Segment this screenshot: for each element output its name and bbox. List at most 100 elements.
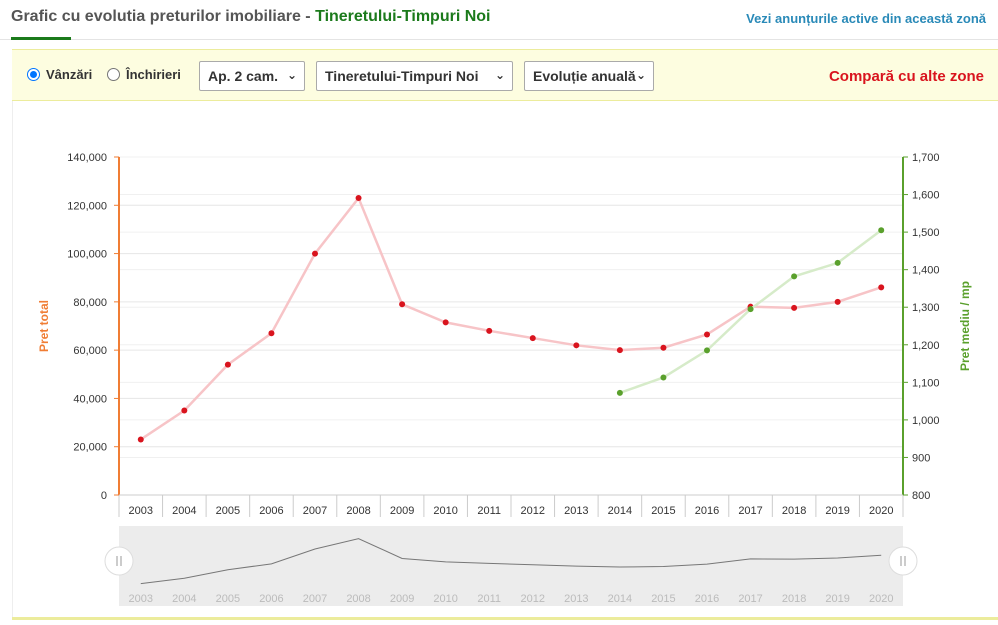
radio-sales-label: Vânzări bbox=[46, 67, 93, 82]
drag-handle-icon bbox=[888, 546, 918, 576]
series-1-point bbox=[529, 335, 536, 342]
x-tick-label: 2008 bbox=[346, 505, 370, 517]
y2-tick-label: 1,700 bbox=[912, 152, 940, 164]
y-tick-label: 20,000 bbox=[73, 442, 107, 454]
series-2-point bbox=[660, 374, 667, 381]
chevron-down-icon: ⌄ bbox=[635, 68, 646, 82]
y-axis-ticks: 0 20,000 40,000 60,000 80,000 100,000 120,000 1… bbox=[67, 152, 119, 502]
series-1-point bbox=[181, 407, 188, 414]
navigator-label: 2018 bbox=[782, 593, 806, 605]
y2-tick-label: 1,600 bbox=[912, 190, 940, 202]
x-tick-label: 2005 bbox=[216, 505, 240, 517]
x-tick-label: 2013 bbox=[564, 505, 588, 517]
series-2-point bbox=[704, 347, 710, 354]
y-tick-label: 0 bbox=[101, 490, 107, 502]
chevron-down-icon: ⌄ bbox=[286, 68, 297, 82]
series-2-point bbox=[616, 389, 623, 396]
y2-tick-label: 1,200 bbox=[912, 340, 940, 352]
page-title-prefix: Grafic cu evolutia preturilor imobiliare… bbox=[11, 8, 316, 25]
navigator-label: 2006 bbox=[259, 593, 283, 605]
y-tick-label: 120,000 bbox=[67, 200, 107, 212]
period-select[interactable]: Evoluție anuală ⌄ bbox=[524, 61, 654, 91]
series-2-point bbox=[878, 227, 885, 234]
compare-zones-link[interactable]: Compară cu alte zone bbox=[828, 68, 984, 85]
y2-tick-label: 1,100 bbox=[912, 377, 940, 389]
y2-tick-label: 1,500 bbox=[912, 227, 940, 239]
radio-rentals[interactable]: Închirieri bbox=[107, 67, 181, 82]
series-2-point bbox=[791, 273, 798, 280]
zone-select-value: Tineretului-Timpuri Noi bbox=[325, 68, 479, 84]
y-tick-label: 100,000 bbox=[67, 249, 107, 261]
bottom-border bbox=[12, 617, 998, 620]
navigator-background bbox=[119, 526, 903, 606]
radio-rentals-label: Închirieri bbox=[126, 67, 181, 82]
page-title: Grafic cu evolutia preturilor imobiliare… bbox=[11, 8, 491, 26]
range-navigator[interactable]: 2003 2004 2005 2006 2007 2008 2009 2010 2011 2012… bbox=[104, 526, 918, 606]
navigator-label: 2012 bbox=[521, 593, 545, 605]
series-1-point bbox=[660, 344, 667, 351]
x-tick-label: 2019 bbox=[825, 505, 849, 517]
filter-bar: Vânzări Închirieri Ap. 2 cam. ⌄ Tineretu… bbox=[12, 49, 998, 101]
grid-lines bbox=[119, 156, 903, 496]
x-tick-label: 2011 bbox=[477, 505, 501, 517]
period-select-value: Evoluție anuală bbox=[533, 68, 636, 84]
x-tick-label: 2004 bbox=[172, 505, 196, 517]
x-tick-label: 2012 bbox=[521, 505, 545, 517]
y2-tick-label: 1,400 bbox=[912, 265, 940, 277]
series-1-point bbox=[878, 284, 885, 291]
navigator-label: 2017 bbox=[738, 593, 762, 605]
navigator-label: 2013 bbox=[564, 593, 588, 605]
x-tick-label: 2016 bbox=[695, 505, 719, 517]
series-1-point bbox=[268, 330, 275, 337]
navigator-label: 2019 bbox=[825, 593, 849, 605]
series-1-point bbox=[312, 250, 318, 257]
navigator-label: 2016 bbox=[695, 593, 719, 605]
radio-sales-indicator[interactable] bbox=[27, 68, 40, 81]
y2-tick-label: 800 bbox=[912, 490, 930, 502]
navigator-left-handle[interactable] bbox=[104, 546, 134, 576]
zone-select[interactable]: Tineretului-Timpuri Noi ⌄ bbox=[316, 61, 513, 91]
x-tick-label: 2010 bbox=[433, 505, 457, 517]
x-tick-label: 2017 bbox=[738, 505, 762, 517]
navigator-label: 2007 bbox=[303, 593, 327, 605]
x-tick-label: 2020 bbox=[869, 505, 893, 517]
axes bbox=[118, 157, 904, 496]
active-listings-link[interactable]: Vezi anunțurile active din această zonă bbox=[746, 11, 986, 26]
y-axis-label: Pret total bbox=[37, 300, 51, 352]
x-tick-label: 2009 bbox=[390, 505, 414, 517]
y-tick-label: 80,000 bbox=[73, 297, 107, 309]
navigator-right-handle[interactable] bbox=[888, 546, 918, 576]
navigator-label: 2015 bbox=[651, 593, 675, 605]
x-tick-label: 2018 bbox=[782, 505, 806, 517]
series-1-point bbox=[137, 436, 144, 443]
navigator-label: 2020 bbox=[869, 593, 893, 605]
series-1-point bbox=[573, 342, 580, 349]
rooms-select[interactable]: Ap. 2 cam. ⌄ bbox=[199, 61, 305, 91]
series-2-point bbox=[747, 306, 754, 313]
rooms-select-value: Ap. 2 cam. bbox=[208, 68, 279, 84]
navigator-label: 2011 bbox=[477, 593, 501, 605]
chart-area: 2003 2004 2005 2006 2007 2008 2009 2010 2011 2012… bbox=[12, 101, 998, 620]
series-1-point bbox=[704, 331, 710, 338]
radio-rentals-indicator[interactable] bbox=[107, 68, 120, 81]
series-1-point bbox=[834, 298, 841, 305]
y2-axis-label: Pret mediu / mp bbox=[958, 281, 972, 371]
navigator-line bbox=[140, 538, 882, 585]
y-tick-label: 140,000 bbox=[67, 152, 107, 164]
radio-sales[interactable]: Vânzări bbox=[27, 67, 92, 82]
x-tick-label: 2007 bbox=[303, 505, 327, 517]
series-1-point bbox=[399, 301, 406, 308]
series-2-point bbox=[834, 259, 841, 266]
series-1-point bbox=[791, 304, 798, 311]
navigator-label: 2010 bbox=[433, 593, 457, 605]
page-title-zone: Tineretului-Timpuri Noi bbox=[315, 8, 491, 25]
x-tick-label: 2003 bbox=[129, 505, 153, 517]
y2-tick-label: 1,000 bbox=[912, 415, 940, 427]
title-underline bbox=[11, 37, 71, 40]
y2-tick-label: 1,300 bbox=[912, 302, 940, 314]
series-1-point bbox=[355, 195, 362, 202]
y-tick-label: 40,000 bbox=[73, 393, 107, 405]
price-evolution-chart: 2003 2004 2005 2006 2007 2008 2009 2010 2011 2012… bbox=[37, 152, 972, 606]
chevron-down-icon: ⌄ bbox=[494, 68, 505, 82]
navigator-label: 2014 bbox=[608, 593, 632, 605]
